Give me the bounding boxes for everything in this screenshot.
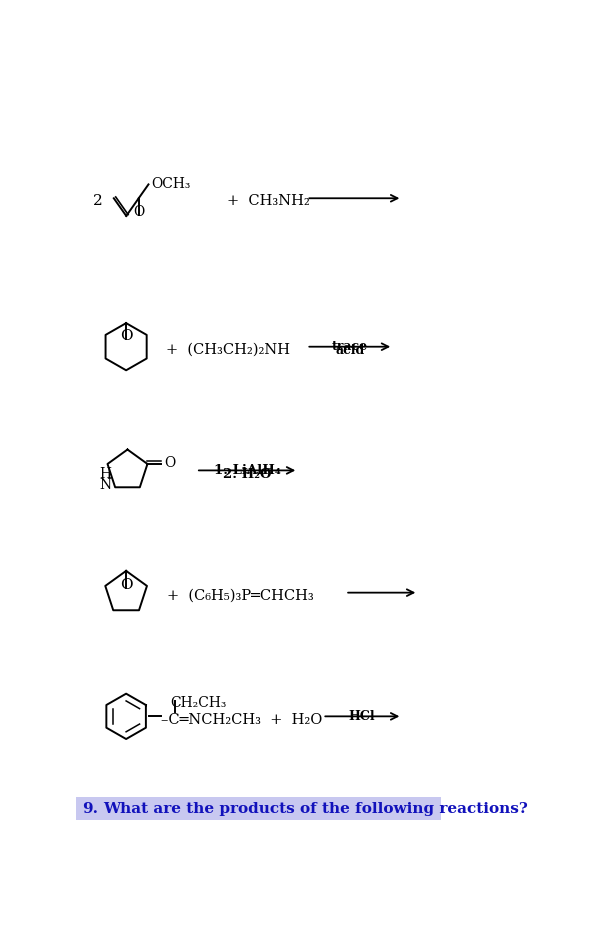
Text: O: O <box>133 205 144 219</box>
Text: 1. LiAlH₄: 1. LiAlH₄ <box>214 464 280 477</box>
Text: +  (CH₃CH₂)₂NH: + (CH₃CH₂)₂NH <box>166 342 290 356</box>
Text: acid: acid <box>335 344 365 357</box>
Text: 2. H₂O: 2. H₂O <box>223 467 272 480</box>
Text: trace: trace <box>332 340 368 353</box>
Text: +  (C₆H₅)₃P═CHCH₃: + (C₆H₅)₃P═CHCH₃ <box>167 587 314 601</box>
Text: CH₂CH₃: CH₂CH₃ <box>170 695 227 709</box>
Text: 2: 2 <box>93 194 102 208</box>
Bar <box>76 797 441 820</box>
Text: OCH₃: OCH₃ <box>151 177 191 191</box>
Text: HCl: HCl <box>349 709 375 722</box>
Text: O: O <box>164 456 176 470</box>
Text: O: O <box>120 578 133 591</box>
Text: H: H <box>100 467 111 480</box>
Text: 9.: 9. <box>82 801 98 815</box>
Text: What are the products of the following reactions?: What are the products of the following r… <box>103 801 528 815</box>
Text: N: N <box>99 478 111 492</box>
Text: +  CH₃NH₂: + CH₃NH₂ <box>227 194 309 208</box>
Text: O: O <box>120 329 133 343</box>
Text: –C═NCH₂CH₃  +  H₂O: –C═NCH₂CH₃ + H₂O <box>161 712 323 726</box>
